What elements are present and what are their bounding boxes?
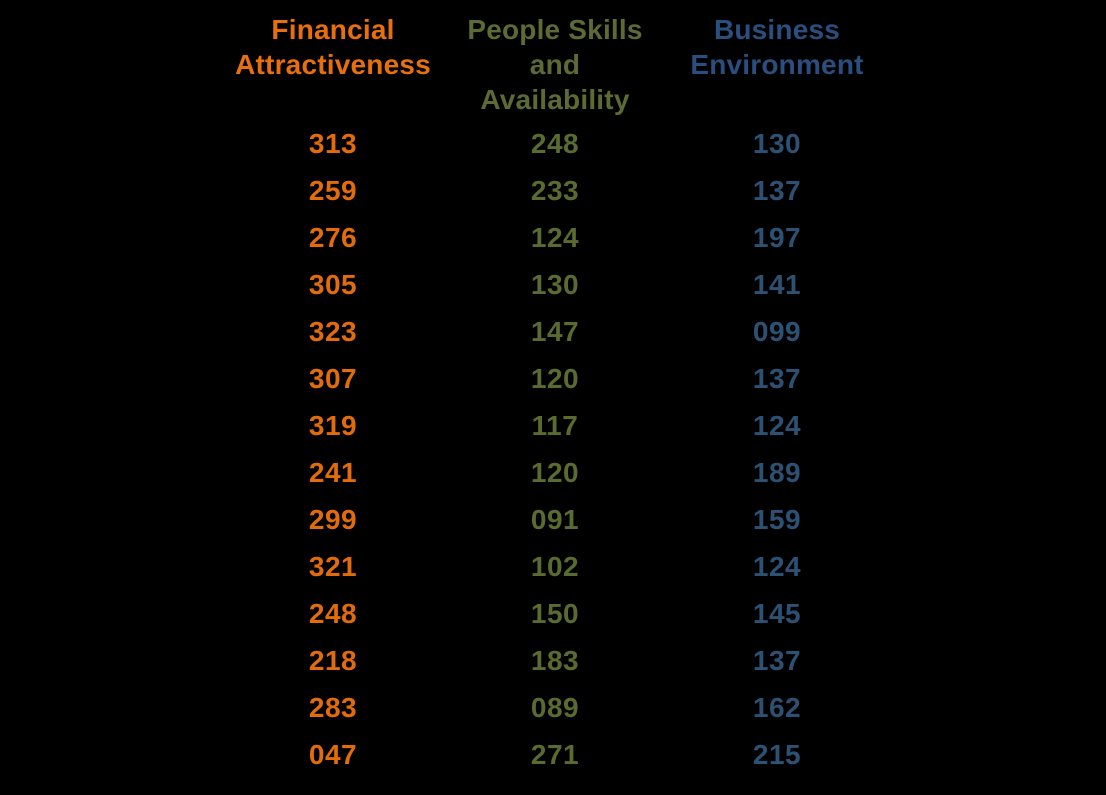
cell-business-env: 124 [752,551,802,582]
table-row: 276 124 197 [222,214,888,261]
cell-people-skills: 130 [530,269,580,300]
cell-financial: 299 [308,504,358,535]
cell-people-skills: 183 [530,645,580,676]
cell-business-env: 145 [752,598,802,629]
table-row: 307 120 137 [222,355,888,402]
table-row: 313 248 130 [222,120,888,167]
cell-people-skills: 120 [530,457,580,488]
cell-business-env: 197 [752,222,802,253]
cell-financial: 047 [308,739,358,770]
cell-financial: 276 [308,222,358,253]
table-row: 299 091 159 [222,496,888,543]
cell-financial: 323 [308,316,358,347]
cell-business-env: 137 [752,175,802,206]
cell-business-env: 215 [752,739,802,770]
cell-financial: 241 [308,457,358,488]
column-header-business-environment: Business Environment [690,14,864,80]
table-row: 047 271 215 [222,731,888,778]
cell-business-env: 130 [752,128,802,159]
cell-people-skills: 248 [530,128,580,159]
cell-business-env: 189 [752,457,802,488]
column-header-financial-attractiveness: Financial Attractiveness [235,14,431,80]
cell-people-skills: 150 [530,598,580,629]
cell-financial: 319 [308,410,358,441]
cell-people-skills: 124 [530,222,580,253]
table-row: 248 150 145 [222,590,888,637]
cell-business-env: 124 [752,410,802,441]
table-row: 241 120 189 [222,449,888,496]
cell-business-env: 099 [752,316,802,347]
cell-people-skills: 102 [530,551,580,582]
cell-financial: 321 [308,551,358,582]
table-row: 323 147 099 [222,308,888,355]
cell-people-skills: 091 [530,504,580,535]
cell-people-skills: 271 [530,739,580,770]
cell-people-skills: 089 [530,692,580,723]
table-header-row: Financial Attractiveness People Skills a… [222,12,888,117]
cell-financial: 313 [308,128,358,159]
cell-financial: 259 [308,175,358,206]
table-row: 319 117 124 [222,402,888,449]
cell-financial: 283 [308,692,358,723]
cell-business-env: 137 [752,363,802,394]
table-row: 321 102 124 [222,543,888,590]
cell-financial: 307 [308,363,358,394]
cell-people-skills: 233 [530,175,580,206]
cell-business-env: 162 [752,692,802,723]
cell-financial: 218 [308,645,358,676]
cell-people-skills: 147 [530,316,580,347]
cell-financial: 305 [308,269,358,300]
cell-business-env: 141 [752,269,802,300]
cell-people-skills: 117 [531,410,579,441]
data-table: Financial Attractiveness People Skills a… [222,12,888,778]
table-row: 283 089 162 [222,684,888,731]
cell-business-env: 137 [752,645,802,676]
table-row: 218 183 137 [222,637,888,684]
table-row: 259 233 137 [222,167,888,214]
cell-people-skills: 120 [530,363,580,394]
column-header-people-skills-availability: People Skills and Availability [467,14,643,115]
cell-financial: 248 [308,598,358,629]
table-row: 305 130 141 [222,261,888,308]
cell-business-env: 159 [752,504,802,535]
